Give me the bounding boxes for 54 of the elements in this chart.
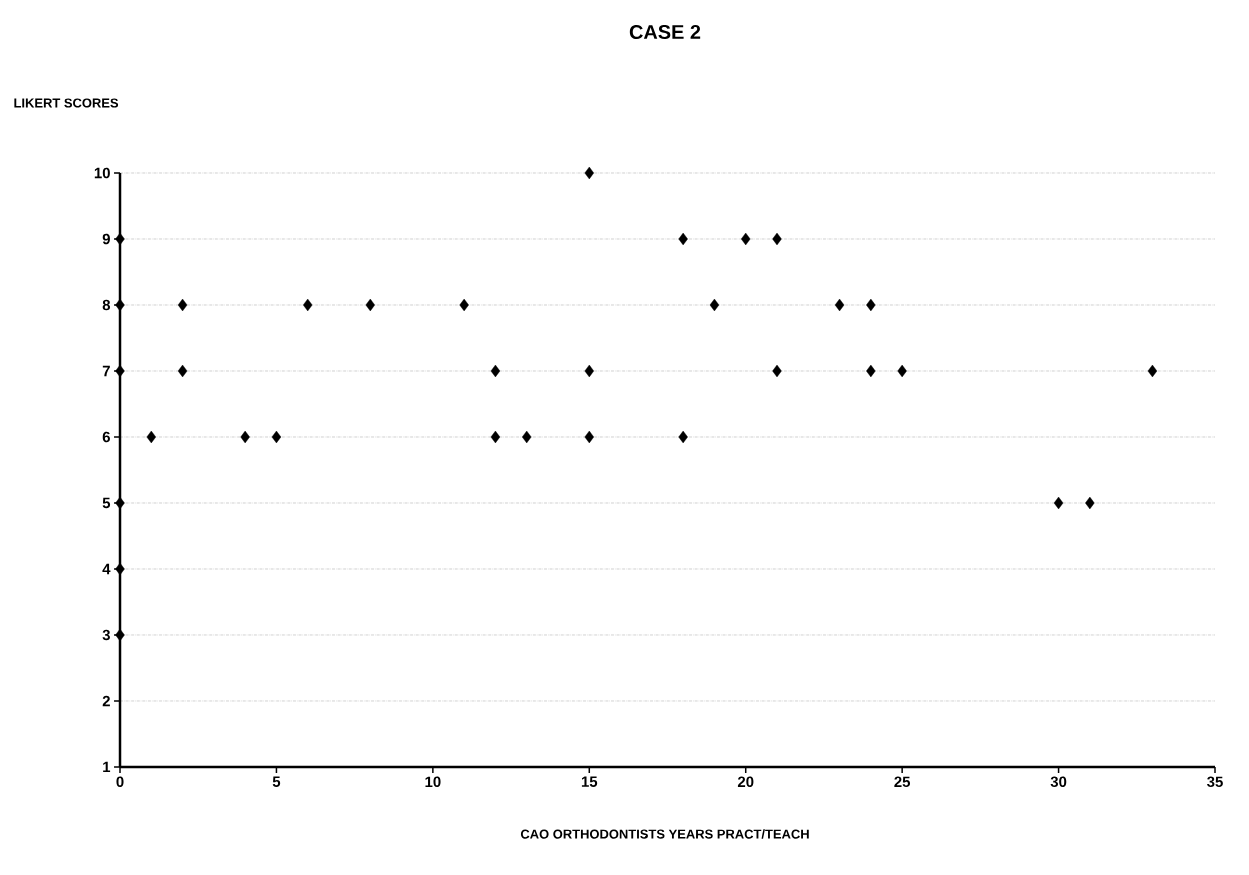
point [1053, 496, 1064, 510]
point [271, 430, 282, 444]
x-tick-label: 10 [425, 776, 441, 788]
point [866, 364, 876, 378]
point [772, 232, 782, 246]
point [897, 364, 907, 378]
x-tick-label: 35 [1207, 776, 1223, 788]
x-tick-label: 25 [894, 776, 911, 788]
x-tick-label: 20 [737, 776, 754, 788]
point [115, 232, 125, 246]
point [584, 430, 594, 444]
chart-title: CASE 2 [629, 24, 701, 40]
y-tick-label: 4 [102, 563, 111, 575]
point [678, 232, 688, 246]
point [115, 628, 125, 642]
point [459, 298, 469, 312]
point [678, 430, 688, 444]
point [240, 430, 250, 444]
point [177, 298, 188, 312]
y-tick-label: 6 [102, 431, 110, 443]
y-tick-label: 3 [102, 629, 110, 641]
x-tick-label: 0 [116, 776, 124, 788]
point [709, 298, 720, 312]
point [303, 298, 313, 312]
y-tick-label: 8 [102, 299, 111, 311]
y-tick-label: 1 [103, 761, 111, 773]
point [115, 298, 125, 312]
x-axis-title: CAO ORTHODONTISTS YEARS PRACT/TEACH [520, 829, 809, 839]
y-tick-label: 5 [102, 497, 111, 509]
point [146, 430, 156, 444]
point [522, 430, 532, 444]
x-tick-label: 5 [272, 776, 281, 787]
point [115, 562, 125, 576]
point [177, 364, 188, 378]
y-tick-label: 7 [102, 365, 110, 377]
y-axis-title: LIKERT SCORES [14, 98, 119, 108]
point [115, 364, 125, 378]
point [115, 496, 125, 510]
point [1085, 496, 1095, 510]
point [365, 298, 375, 312]
point [772, 364, 782, 378]
point [490, 430, 501, 444]
point [741, 232, 751, 246]
y-tick-label: 9 [102, 233, 110, 245]
point [834, 298, 845, 312]
y-tick-label: 10 [94, 167, 110, 179]
point [1147, 364, 1158, 378]
point [584, 166, 594, 180]
point [866, 298, 876, 312]
x-tick-label: 30 [1050, 776, 1067, 788]
point [490, 364, 501, 378]
y-tick-label: 2 [102, 695, 110, 707]
point [584, 364, 594, 378]
x-tick-label: 15 [581, 776, 598, 787]
